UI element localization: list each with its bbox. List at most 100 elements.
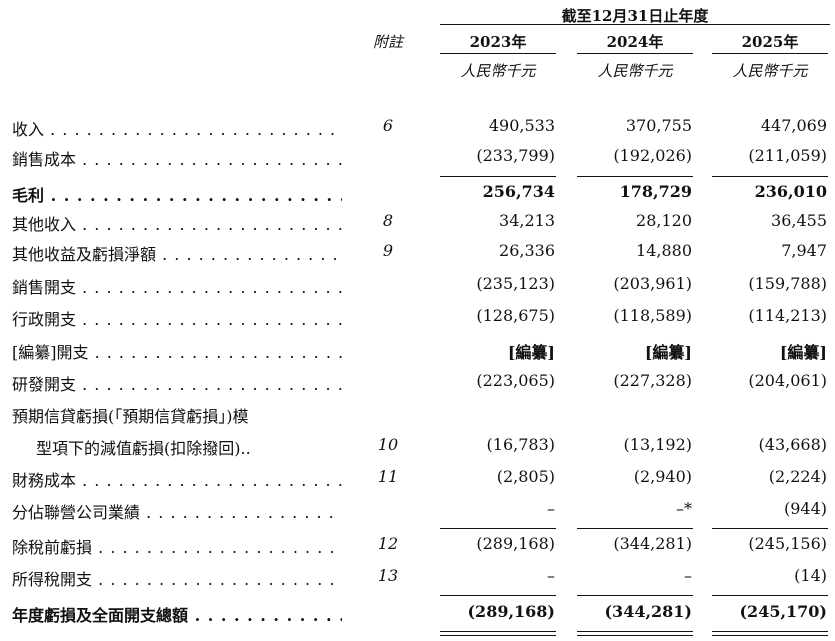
subtotal-rule [577, 595, 693, 596]
table-row: 研發開支 (223,065) (227,328) (204,061) [0, 371, 835, 397]
row-label: 銷售開支 [12, 274, 342, 298]
row-label: 收入 [12, 116, 342, 140]
row-value-2025: (944) [783, 499, 827, 518]
table-row: 銷售開支 (235,123) (203,961) (159,788) [0, 274, 835, 300]
row-value-2023: (223,065) [476, 371, 555, 390]
subtotal-rule [577, 528, 693, 529]
row-value-2025: [編纂] [779, 343, 827, 362]
row-label: 型項下的減值虧損(扣除撥回).. [36, 439, 251, 458]
row-value-2023: (128,675) [476, 306, 555, 325]
row-value-2025: (14) [794, 566, 827, 585]
row-value-2025: (159,788) [748, 274, 827, 293]
row-value-2023: (235,123) [476, 274, 555, 293]
table-row: 年度虧損及全面開支總額 (289,168) (344,281) (245,170) [0, 602, 835, 628]
row-value-2024: 28,120 [636, 211, 692, 230]
row-label: 其他收入 [12, 211, 342, 235]
row-value-2024: – [684, 566, 692, 585]
row-value-2024: 370,755 [625, 116, 692, 135]
year-rule [440, 53, 556, 54]
row-note: 10 [377, 435, 399, 454]
row-value-2023: (2,805) [496, 467, 555, 486]
row-value-2025: (245,156) [748, 534, 827, 553]
row-label: 分佔聯營公司業績 [12, 499, 342, 523]
row-value-2023: 256,734 [482, 182, 555, 201]
row-value-2024: –* [676, 499, 692, 518]
year-2023-header: 2023年 [469, 33, 527, 51]
year-rule [712, 53, 828, 54]
row-note: 11 [377, 467, 399, 486]
row-value-2024: (344,281) [613, 534, 692, 553]
row-label: 研發開支 [12, 371, 342, 395]
row-label: 財務成本 [12, 467, 342, 491]
row-value-2025: (114,213) [748, 306, 827, 325]
total-double-rule [577, 635, 693, 636]
table-row: [編纂]開支 [編纂] [編纂] [編纂] [0, 339, 835, 365]
row-value-2025: (204,061) [748, 371, 827, 390]
subtotal-rule [440, 176, 556, 177]
row-value-2023: 26,336 [499, 241, 555, 260]
row-note: 13 [377, 566, 399, 585]
row-value-2024: (203,961) [613, 274, 692, 293]
row-value-2023: – [547, 499, 555, 518]
table-row: 毛利 256,734 178,729 236,010 [0, 182, 835, 208]
note-column-header: 附註 [372, 33, 403, 51]
table-row: 型項下的減值虧損(扣除撥回).. 10 (16,783) (13,192) (43,66… [0, 435, 835, 461]
row-label: [編纂]開支 [12, 339, 342, 363]
total-double-rule [712, 635, 828, 636]
row-value-2024: (13,192) [623, 435, 692, 454]
row-label: 毛利 [12, 182, 342, 206]
row-label: 除稅前虧損 [12, 534, 342, 558]
row-note: 8 [382, 211, 394, 230]
row-label: 年度虧損及全面開支總額 [12, 602, 342, 626]
row-value-2024: (118,589) [613, 306, 692, 325]
table-row: 分佔聯營公司業績 – –* (944) [0, 499, 835, 525]
row-value-2025: 447,069 [760, 116, 827, 135]
currency-label: 人民幣千元 [732, 62, 808, 80]
row-label: 行政開支 [12, 306, 342, 330]
row-label: 所得稅開支 [12, 566, 342, 590]
table-row: 財務成本 11 (2,805) (2,940) (2,224) [0, 467, 835, 493]
row-note: 9 [382, 241, 394, 260]
row-value-2023: (233,799) [476, 146, 555, 165]
row-value-2024: [編纂] [644, 343, 692, 362]
row-value-2025: 7,947 [781, 241, 827, 260]
row-value-2023: (289,168) [467, 602, 555, 621]
row-value-2024: 14,880 [636, 241, 692, 260]
year-2024-header: 2024年 [606, 33, 664, 51]
row-note: 6 [382, 116, 394, 135]
table-row: 銷售成本 (233,799) (192,026) (211,059) [0, 146, 835, 172]
row-label: 銷售成本 [12, 146, 342, 170]
subtotal-rule [712, 176, 828, 177]
subtotal-rule [440, 528, 556, 529]
row-value-2023: 34,213 [499, 211, 555, 230]
row-value-2023: [編纂] [507, 343, 555, 362]
total-double-rule [440, 631, 556, 632]
table-row: 其他收益及虧損淨額 9 26,336 14,880 7,947 [0, 241, 835, 267]
row-value-2024: (2,940) [633, 467, 692, 486]
row-label: 其他收益及虧損淨額 [12, 241, 342, 265]
table-row: 行政開支 (128,675) (118,589) (114,213) [0, 306, 835, 332]
row-value-2025: 36,455 [771, 211, 827, 230]
row-value-2024: (192,026) [613, 146, 692, 165]
row-value-2024: 178,729 [619, 182, 692, 201]
table-row: 除稅前虧損 12 (289,168) (344,281) (245,156) [0, 534, 835, 560]
period-title: 截至12月31日止年度 [561, 7, 709, 25]
row-value-2023: (16,783) [486, 435, 555, 454]
total-double-rule [577, 631, 693, 632]
total-double-rule [440, 635, 556, 636]
currency-label: 人民幣千元 [460, 62, 536, 80]
table-row: 收入 6 490,533 370,755 447,069 [0, 116, 835, 142]
row-value-2025: 236,010 [754, 182, 827, 201]
row-value-2025: (211,059) [748, 146, 827, 165]
year-2025-header: 2025年 [741, 33, 799, 51]
row-value-2023: – [547, 566, 555, 585]
row-label: 預期信貸虧損(「預期信貸虧損」)模 [12, 407, 249, 426]
subtotal-rule [440, 595, 556, 596]
total-double-rule [712, 631, 828, 632]
row-value-2025: (43,668) [758, 435, 827, 454]
row-value-2025: (2,224) [768, 467, 827, 486]
table-row: 預期信貸虧損(「預期信貸虧損」)模 [0, 403, 835, 429]
row-value-2024: (227,328) [613, 371, 692, 390]
header-rule [440, 24, 830, 25]
year-rule [577, 53, 693, 54]
